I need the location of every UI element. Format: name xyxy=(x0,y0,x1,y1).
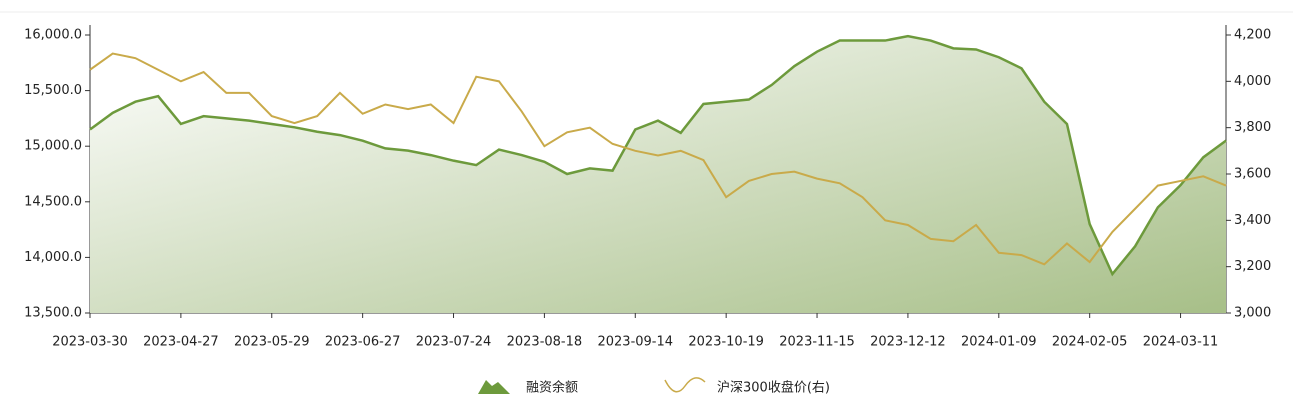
x-tick-label: 2023-04-27 xyxy=(143,335,219,350)
legend-label: 沪深300收盘价(右) xyxy=(717,380,830,396)
x-tick-label: 2024-01-09 xyxy=(961,335,1037,350)
x-tick-label: 2024-02-05 xyxy=(1052,335,1128,350)
x-tick-label: 2023-06-27 xyxy=(325,335,401,350)
y2-tick-label: 4,200 xyxy=(1234,28,1271,43)
y2-tick-label: 3,200 xyxy=(1234,259,1271,274)
legend-icon xyxy=(664,377,706,393)
x-tick-label: 2023-09-14 xyxy=(597,335,673,350)
legend-label: 融资余额 xyxy=(526,380,578,396)
line xyxy=(89,52,1227,266)
y-tick-label: 15,000.0 xyxy=(24,139,82,154)
y2-tick-label: 3,400 xyxy=(1234,213,1271,228)
y-tick-label: 13,500.0 xyxy=(24,306,82,321)
x-tick-label: 2023-03-30 xyxy=(52,335,128,350)
legend-icon xyxy=(478,380,510,394)
x-tick-label: 2023-10-19 xyxy=(688,335,764,350)
area xyxy=(90,36,1226,313)
y-tick-label: 16,000.0 xyxy=(24,28,82,43)
x-tick-label: 2024-03-11 xyxy=(1143,335,1219,350)
y2-tick-label: 3,800 xyxy=(1234,120,1271,135)
x-tick-label: 2023-07-24 xyxy=(416,335,492,350)
y-tick-label: 14,500.0 xyxy=(24,194,82,209)
x-tick-label: 2023-05-29 xyxy=(234,335,310,350)
x-tick-label: 2023-11-15 xyxy=(779,335,855,350)
y-tick-label: 14,000.0 xyxy=(24,250,82,265)
y-tick-label: 15,500.0 xyxy=(24,83,82,98)
y2-tick-label: 3,600 xyxy=(1234,167,1271,182)
x-tick-label: 2023-12-12 xyxy=(870,335,946,350)
area-line xyxy=(89,34,1227,277)
y2-tick-label: 3,000 xyxy=(1234,306,1271,321)
y2-tick-label: 4,000 xyxy=(1234,74,1271,89)
x-tick-label: 2023-08-18 xyxy=(507,335,583,350)
